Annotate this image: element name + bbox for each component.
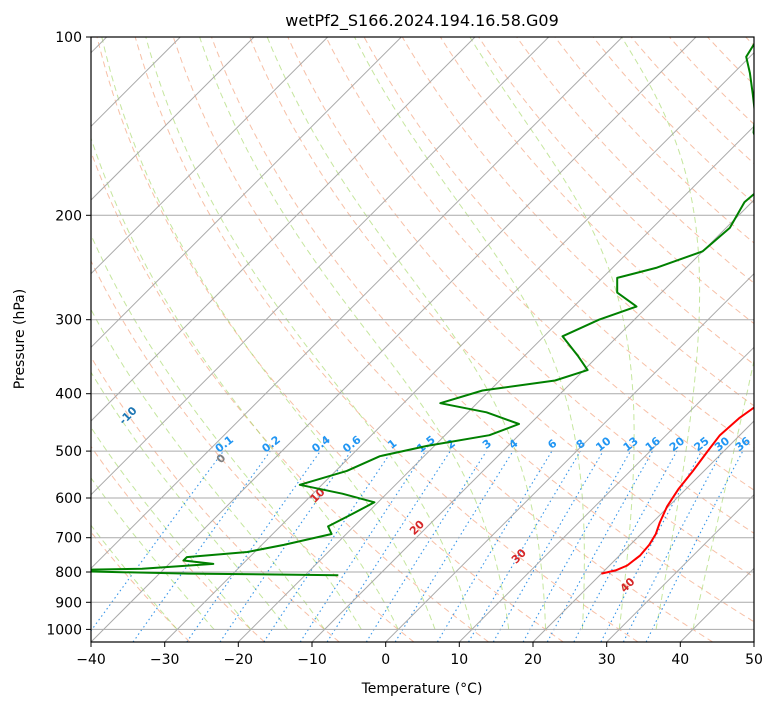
moist-adiabat (145, 37, 473, 630)
mixing-ratio-line (326, 450, 451, 642)
moist-adiabat (621, 37, 701, 630)
mixing-ratio-line (468, 450, 581, 642)
isotherm (91, 37, 255, 201)
x-tick-label: 10 (450, 652, 468, 668)
mixing-ratio-line (186, 450, 321, 642)
moist-adiabat (91, 477, 215, 630)
mixing-ratio-line (219, 450, 352, 642)
dry-adiabat (249, 37, 754, 578)
mixing-ratio-line (263, 450, 393, 642)
axes: −40 −30 −20 −10 0 10 20 30 40 50 100 200 300 400 500 60… (46, 30, 763, 668)
y-tick-label: 1000 (46, 622, 82, 638)
dry-adiabat (91, 259, 415, 642)
moist-adiabat (101, 37, 436, 630)
isotherm (91, 37, 550, 496)
y-tick-label: 300 (55, 313, 82, 329)
dry-adiabat (211, 37, 754, 623)
isotherm (606, 493, 754, 642)
moist-adiabat (469, 37, 635, 630)
isotherm (385, 272, 754, 642)
x-tick-label: −40 (76, 652, 106, 668)
x-axis-label: Temperature (°C) (361, 681, 483, 697)
dry-adiabat (134, 37, 639, 642)
y-tick-label: 700 (55, 531, 82, 547)
x-tick-label: 50 (745, 652, 763, 668)
x-tick-label: −30 (150, 652, 180, 668)
x-tick-label: 20 (524, 652, 542, 668)
dry-adiabat (172, 37, 713, 642)
moist-adiabat (91, 233, 362, 630)
x-tick-label: 0 (381, 652, 390, 668)
moist-adiabat (91, 371, 289, 630)
x-tick-label: −10 (297, 652, 327, 668)
mixing-ratio-line (365, 450, 487, 642)
y-tick-label: 800 (55, 565, 82, 581)
moist-adiabat (354, 37, 585, 630)
mixing-ratio-line (436, 450, 553, 642)
moist-adiabat (199, 37, 510, 630)
moist-adiabat (91, 426, 252, 630)
x-tick-label: −20 (224, 652, 254, 668)
chart-title: wetPf2_S166.2024.194.16.58.G09 (285, 11, 559, 31)
isotherm (91, 37, 329, 275)
moist-adiabat (91, 524, 178, 630)
moist-adiabat (91, 136, 399, 630)
moist-adiabat (692, 358, 754, 630)
isotherm (237, 125, 754, 642)
mixing-ratio-line (573, 450, 678, 642)
dry-adiabat (516, 37, 754, 284)
mixing-ratio-line (600, 450, 702, 642)
dry-adiabat (287, 37, 754, 534)
y-tick-label: 400 (55, 387, 82, 403)
x-tick-label: 40 (671, 652, 689, 668)
x-tick-label: 30 (598, 652, 616, 668)
isotherm (458, 346, 754, 642)
y-tick-label: 900 (55, 595, 82, 611)
dry-adiabat (91, 445, 265, 642)
temperature-profile (601, 406, 754, 575)
dewpoint-profile (91, 42, 754, 577)
moist-adiabat (266, 37, 547, 630)
dry-adiabat (96, 37, 564, 642)
isotherm (91, 37, 697, 642)
isotherm (91, 37, 476, 422)
y-axis-label: Pressure (hPa) (12, 289, 28, 389)
isotherm (91, 37, 623, 570)
isotherm (164, 51, 754, 642)
y-tick-label: 100 (55, 30, 82, 46)
y-tick-label: 200 (55, 208, 82, 224)
y-tick-label: 600 (55, 491, 82, 507)
isotherm (532, 420, 754, 642)
profile-lines (91, 42, 754, 577)
dry-adiabat (325, 37, 754, 491)
mixing-ratio-line (299, 450, 426, 642)
isotherm (311, 199, 754, 642)
moist-adiabat (91, 308, 325, 630)
background-lines (91, 37, 754, 642)
y-tick-label: 500 (55, 444, 82, 460)
isotherm (91, 37, 402, 349)
plot-frame (90, 36, 755, 643)
